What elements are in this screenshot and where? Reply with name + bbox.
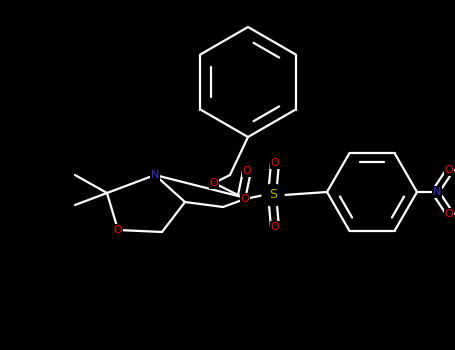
Text: O: O <box>445 209 453 219</box>
Text: O: O <box>241 194 249 204</box>
Text: O: O <box>271 158 279 168</box>
Text: O: O <box>210 178 218 188</box>
Text: S: S <box>269 189 277 202</box>
Text: N: N <box>151 170 159 180</box>
Circle shape <box>262 184 284 206</box>
Text: O: O <box>243 166 251 176</box>
Text: O: O <box>114 225 122 235</box>
Text: O: O <box>271 222 279 232</box>
Text: N: N <box>433 187 441 197</box>
Text: O: O <box>445 165 453 175</box>
